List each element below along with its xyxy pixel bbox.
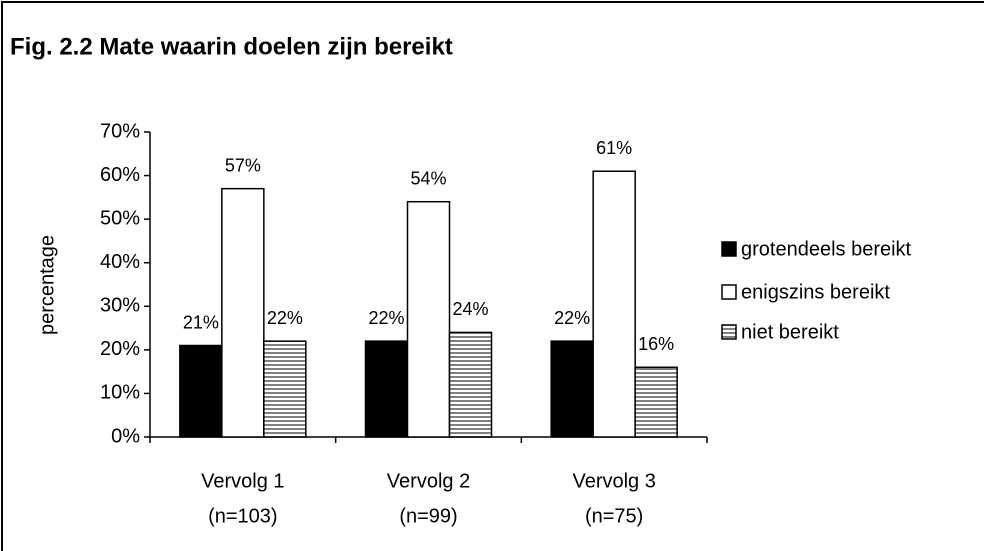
value-label: 57% [225,155,261,175]
y-tick-label: 0% [111,425,140,447]
y-tick-label: 40% [100,251,140,273]
legend-swatch [721,241,737,257]
bar [592,170,636,438]
x-tick-label: Vervolg 1 [201,470,284,492]
bar [448,331,493,438]
y-tick-label: 30% [100,295,140,317]
legend-label: grotendeels bereikt [741,238,912,260]
y-tick-label: 70% [100,120,140,142]
value-label: 22% [267,308,303,328]
x-tick-label: Vervolg 3 [572,470,655,492]
y-tick-label: 10% [100,382,140,404]
value-label: 21% [183,312,219,332]
value-label: 54% [410,168,446,188]
legend-swatch [721,284,737,300]
y-tick-label: 20% [100,338,140,360]
y-tick-label: 60% [100,164,140,186]
x-tick-label: (n=75) [585,505,643,527]
value-label: 22% [368,308,404,328]
legend-label: niet bereikt [741,321,839,343]
x-tick-label: (n=99) [399,505,457,527]
y-tick-label: 50% [100,207,140,229]
bar [263,340,307,438]
bar [550,340,594,438]
bar [179,344,223,438]
bar [406,200,451,438]
bar [634,366,678,438]
bar [221,187,265,438]
x-tick-label: Vervolg 2 [387,470,470,492]
value-label: 22% [554,308,590,328]
x-tick-label: (n=103) [208,505,278,527]
legend-swatch [721,324,737,340]
bar [364,340,409,438]
chart-title: Fig. 2.2 Mate waarin doelen zijn bereikt [10,33,453,60]
value-label: 24% [452,299,488,319]
value-label: 16% [638,334,674,354]
y-axis-label: percentage [36,235,58,335]
legend-label: enigszins bereikt [741,281,890,303]
value-label: 61% [596,138,632,158]
